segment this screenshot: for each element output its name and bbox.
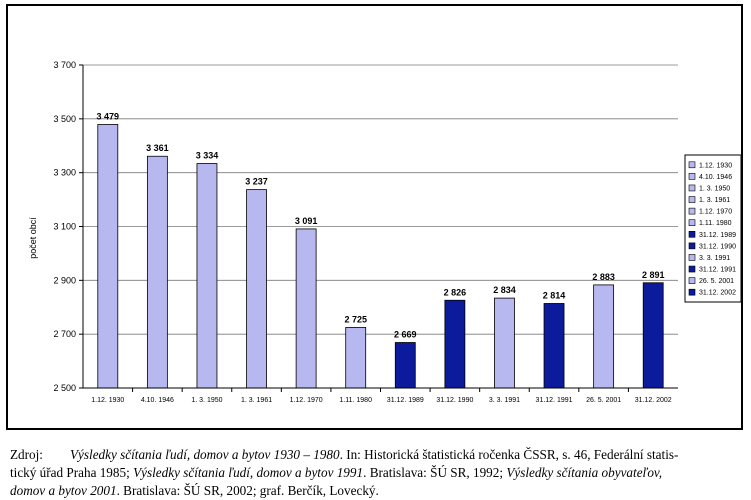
data-label: 3 334 <box>196 151 219 161</box>
x-tick-label: 1.12. 1930 <box>91 397 124 404</box>
legend-swatch <box>688 288 696 296</box>
source-text-3: . Bratislava: ŠÚ SR, 2002; graf. Berčík,… <box>116 483 379 498</box>
bar-chart: 2 500 2 700 2 900 3 100 3 300 3 500 3 700 1.12.… <box>28 60 742 404</box>
x-tick-label: 1. 3. 1961 <box>241 397 272 404</box>
x-tick-label: 31.12. 1991 <box>536 397 573 404</box>
legend-swatch <box>688 207 696 215</box>
bar <box>295 228 317 389</box>
data-label: 2 891 <box>642 270 665 280</box>
y-tick-label: 3 100 <box>53 222 76 232</box>
legend-swatch <box>688 242 696 250</box>
y-tick-label: 2 500 <box>53 383 76 393</box>
legend-label: 31.12. 2002 <box>699 290 736 297</box>
legend-swatch <box>688 277 696 284</box>
bar <box>97 124 119 389</box>
bar <box>196 163 218 389</box>
legend-swatch <box>688 219 696 227</box>
data-labels: 3 479 3 361 3 334 3 237 3 091 2 725 2 669 2 826… <box>97 111 665 339</box>
y-tick-label: 3 500 <box>53 114 76 124</box>
source-text-2a: tický úřad Praha 1985; <box>10 465 134 480</box>
source-line-2: tický úřad Praha 1985; Výsledky sčítania… <box>10 464 745 482</box>
bar <box>146 155 168 389</box>
source-line-1: Zdroj: Výsledky sčítania ľudí, domov a by… <box>10 446 745 464</box>
x-tick-label: 31.12. 1990 <box>436 397 473 404</box>
x-tick-label: 31.12. 1989 <box>387 397 424 404</box>
bar <box>642 282 664 389</box>
bar <box>246 189 267 389</box>
data-label: 2 826 <box>444 287 467 297</box>
source-title-3b: domov a bytov 2001 <box>10 483 117 498</box>
data-label: 2 725 <box>344 314 367 324</box>
source-title-1: Výsledky sčítania ľudí, domov a bytov 19… <box>70 447 340 462</box>
source-text-1: . In: Historická štatistická ročenka ČSS… <box>339 447 679 462</box>
data-label: 2 883 <box>592 272 615 282</box>
legend-label: 31.12. 1991 <box>699 267 736 274</box>
legend-label: 1. 3. 1961 <box>699 197 730 204</box>
x-tick-label: 31.12. 2002 <box>635 397 672 404</box>
data-label: 3 361 <box>146 143 169 153</box>
bar <box>444 299 466 389</box>
source-title-2: Výsledky sčítania ľudí, domov a bytov 19… <box>133 465 364 480</box>
bar <box>394 342 416 389</box>
source-text-2b: . Bratislava: ŠÚ SR, 1992; <box>363 465 507 480</box>
y-axis-title: počet obcí <box>28 217 38 259</box>
bar <box>494 297 515 389</box>
legend-swatch <box>688 173 696 180</box>
legend-label: 26. 5. 2001 <box>699 278 734 285</box>
source-citation: Zdroj: Výsledky sčítania ľudí, domov a by… <box>10 446 745 500</box>
legend-label: 3. 3. 1991 <box>699 255 730 262</box>
x-tick-label: 4.10. 1946 <box>141 397 174 404</box>
source-title-3a: Výsledky sčítania obyvateľov, <box>506 465 663 480</box>
x-tick-label: 26. 5. 2001 <box>586 397 621 404</box>
data-label: 3 479 <box>97 111 120 121</box>
y-tick-label: 3 700 <box>53 60 76 70</box>
source-line-3: domov a bytov 2001. Bratislava: ŠÚ SR, 2… <box>10 482 745 500</box>
legend-swatch <box>688 184 696 192</box>
data-label: 2 669 <box>394 330 417 340</box>
legend-swatch <box>688 230 696 238</box>
x-tick-label: 3. 3. 1991 <box>489 397 520 404</box>
y-tick-label: 2 700 <box>53 329 76 339</box>
x-tick-label: 1.11. 1980 <box>339 397 372 404</box>
bar <box>543 303 565 389</box>
legend-label: 31.12. 1990 <box>699 243 736 250</box>
y-tick-label: 2 900 <box>53 275 76 285</box>
data-label: 3 237 <box>245 177 268 187</box>
legend-swatch <box>688 254 696 261</box>
bar <box>345 327 367 389</box>
y-tick-label: 3 300 <box>53 168 76 178</box>
legend-label: 1.12. 1970 <box>699 209 732 216</box>
chart-frame: 2 500 2 700 2 900 3 100 3 300 3 500 3 700 1.12.… <box>6 4 743 430</box>
legend: 1.12. 1930 4.10. 1946 1. 3. 1950 1. 3. 1961… <box>684 154 742 303</box>
bar <box>593 284 615 389</box>
gridlines <box>83 64 678 389</box>
data-label: 3 091 <box>295 216 318 226</box>
legend-swatch <box>688 161 696 169</box>
legend-swatch <box>688 265 696 273</box>
legend-label: 31.12. 1989 <box>699 232 736 239</box>
data-label: 2 814 <box>543 290 566 300</box>
data-label: 2 834 <box>493 285 516 295</box>
legend-label: 1.12. 1930 <box>699 162 732 169</box>
x-tick-label: 1.12. 1970 <box>290 397 323 404</box>
source-label: Zdroj: <box>10 447 43 462</box>
legend-swatch <box>688 196 696 203</box>
x-tick-label: 1. 3. 1950 <box>191 397 222 404</box>
bars <box>97 124 664 389</box>
legend-label: 1. 3. 1950 <box>699 185 730 192</box>
legend-label: 1.11. 1980 <box>699 220 732 227</box>
axes: 2 500 2 700 2 900 3 100 3 300 3 500 3 700 1.12.… <box>53 60 678 404</box>
legend-label: 4.10. 1946 <box>699 174 732 181</box>
